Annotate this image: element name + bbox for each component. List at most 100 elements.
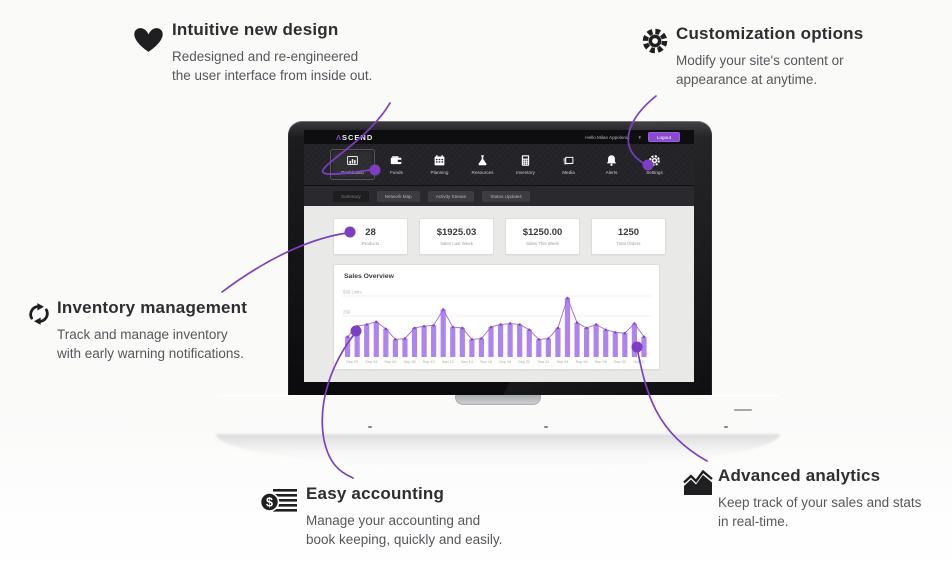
svg-text:Sep 10: Sep 10	[423, 360, 435, 364]
chart-point	[518, 323, 521, 326]
nav-item-label: Resources	[471, 170, 494, 175]
sync-icon	[29, 303, 49, 325]
chart-point	[527, 328, 531, 331]
logout-button[interactable]: Logout	[647, 132, 680, 142]
tab-activity-stream[interactable]: Activity Stream	[427, 190, 475, 202]
feature-description: Track and manage inventory with early wa…	[57, 325, 307, 363]
svg-text:Sep 30: Sep 30	[614, 360, 626, 364]
laptop-notch	[455, 395, 541, 405]
svg-text:Sep 14: Sep 14	[461, 360, 473, 364]
stat-value: $1250.00	[522, 227, 563, 238]
nav-item-settings[interactable]: Settings	[633, 150, 676, 179]
feature-intuitive-design: Intuitive new design Redesigned and re-e…	[132, 20, 432, 85]
chart-point	[566, 296, 569, 300]
wallet-icon	[390, 156, 402, 165]
nav-item-label: Alerts	[605, 170, 618, 175]
nav-item-dashboard[interactable]: Dashboard	[330, 149, 375, 180]
tab-status-updates[interactable]: Status Updates	[482, 190, 530, 202]
chart-bar	[641, 336, 647, 357]
feature-title: Customization options	[676, 24, 864, 43]
chart-bar	[622, 333, 628, 357]
screw-dot	[724, 426, 728, 428]
svg-text:Sep 24: Sep 24	[556, 360, 568, 364]
chart-point	[403, 337, 407, 340]
chart-point	[633, 322, 636, 325]
feature-description-line: with early warning notifications.	[57, 346, 244, 361]
chart-point	[537, 338, 541, 341]
logo-text: SCEND	[342, 132, 374, 142]
stat-card: 1250 Total Orders	[591, 218, 666, 255]
chart-point	[575, 321, 579, 324]
stats-row: 28 Products $1925.03 Sales Last Week $1250.0…	[333, 218, 666, 255]
nav-item-funds[interactable]: Funds	[375, 150, 418, 179]
user-greeting[interactable]: Hello Milan Appolonia	[585, 134, 630, 140]
chart-point	[375, 320, 378, 324]
chart-bar	[631, 323, 637, 357]
tab-network-map[interactable]: Network Map	[376, 190, 420, 202]
chart-bar	[488, 327, 494, 357]
screw-dot	[368, 426, 372, 428]
chart-point	[642, 335, 646, 339]
stat-value: $1925.03	[436, 227, 477, 238]
nav-item-label: Media	[562, 170, 575, 175]
chart-point	[547, 337, 550, 340]
dashboard-screen: ΛSCEND Hello Milan Appolonia ▼ Logout Da…	[304, 130, 694, 382]
nav-item-label: Settings	[646, 170, 663, 175]
nav-item-media[interactable]: Media	[547, 150, 590, 179]
chart-bar	[421, 326, 427, 357]
chart-point	[461, 326, 464, 330]
gear-large-icon	[642, 28, 668, 54]
sales-overview-card: Sales Overview 500 Units 250 Sep 02 Sep 04 S…	[333, 264, 660, 370]
stat-card: $1250.00 Sales This Week	[505, 218, 580, 255]
chart-bar	[612, 332, 618, 357]
feature-title: Inventory management	[57, 298, 248, 317]
vent-mark	[734, 409, 752, 411]
feature-description-line: Manage your accounting and	[306, 513, 481, 528]
chart-bar	[536, 339, 542, 357]
chevron-down-icon[interactable]: ▼	[637, 134, 642, 140]
svg-text:Sep 18: Sep 18	[499, 360, 511, 364]
chart-bar	[411, 327, 418, 357]
svg-text:Sep 22: Sep 22	[537, 360, 549, 364]
nav-item-alerts[interactable]: Alerts	[590, 150, 633, 179]
chart-bar	[469, 339, 475, 357]
nav-item-inventory[interactable]: Inventory	[504, 150, 547, 179]
coin-ledger-icon: $	[260, 489, 297, 512]
chart-bar	[431, 325, 437, 357]
chart-point	[346, 335, 349, 339]
chart-point	[422, 324, 426, 328]
nav-item-label: Dashboard	[341, 170, 364, 175]
stat-value: 28	[365, 227, 376, 238]
chart-point	[604, 328, 607, 331]
tab-summary[interactable]: Summary	[333, 190, 369, 202]
chart-point	[432, 324, 435, 327]
chart-bar	[507, 323, 513, 357]
svg-text:Sep 28: Sep 28	[595, 360, 607, 364]
chart-point	[365, 323, 368, 326]
chart-point	[489, 325, 493, 329]
dashboard-topbar: ΛSCEND Hello Milan Appolonia ▼ Logout	[304, 130, 694, 144]
stat-label: Products	[361, 241, 380, 246]
feature-title: Intuitive new design	[172, 20, 339, 39]
nav-item-label: Funds	[390, 170, 403, 175]
nav-item-planning[interactable]: Planning	[418, 150, 461, 179]
nav-item-resources[interactable]: Resources	[461, 150, 504, 179]
chart-point	[614, 331, 617, 334]
chart-point	[585, 326, 588, 330]
stat-card: $1925.03 Sales Last Week	[419, 218, 494, 255]
chart-point	[394, 338, 397, 341]
chart-point	[556, 326, 560, 330]
svg-text:Oct 02: Oct 02	[633, 360, 644, 364]
chart-bar	[354, 326, 360, 357]
feature-description-line: the user interface from inside out.	[172, 68, 373, 83]
feature-description: Redesigned and re-engineered the user in…	[172, 47, 432, 85]
stat-label: Sales Last Week	[440, 241, 473, 246]
stat-label: Total Orders	[616, 241, 641, 246]
chart-bar	[526, 329, 532, 357]
chart-bar	[555, 327, 561, 357]
feature-description-line: Modify your site's content or	[676, 53, 844, 68]
calculator-icon	[521, 155, 530, 166]
stat-value: 1250	[617, 227, 640, 238]
dashboard-tabs: Summary Network Map Activity Stream Status …	[304, 186, 694, 206]
